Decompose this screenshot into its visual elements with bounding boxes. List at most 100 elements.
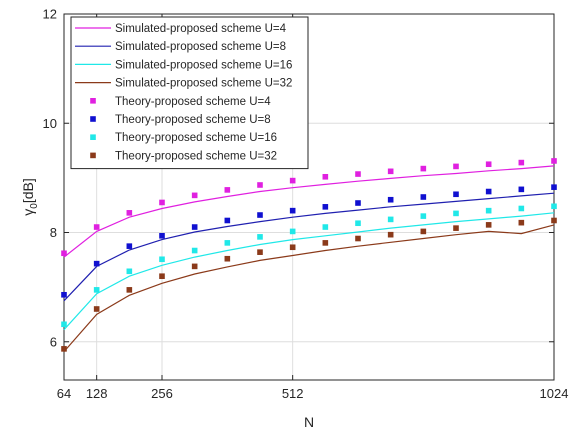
legend-entry-label: Theory-proposed scheme U=4 bbox=[115, 96, 271, 108]
series-point-6 bbox=[159, 256, 165, 263]
series-point-7 bbox=[61, 346, 67, 352]
y-axis-label: γ0[dB] bbox=[20, 178, 40, 215]
series-point-7 bbox=[355, 235, 361, 242]
series-point-6 bbox=[61, 321, 67, 328]
series-point-4 bbox=[355, 171, 361, 177]
series-point-4 bbox=[387, 168, 394, 175]
plot-area bbox=[63, 13, 555, 381]
series-point-4 bbox=[485, 161, 492, 168]
series-point-6 bbox=[224, 240, 231, 246]
series-point-7 bbox=[387, 231, 394, 238]
y-tick-label: 6 bbox=[50, 334, 57, 349]
legend-box bbox=[70, 16, 309, 170]
series-point-6 bbox=[257, 234, 263, 240]
x-tick-label: 256 bbox=[151, 386, 173, 401]
series-point-7 bbox=[93, 306, 100, 312]
series-line-1 bbox=[63, 192, 555, 302]
series-point-7 bbox=[257, 249, 263, 255]
series-point-5 bbox=[289, 207, 296, 214]
series-point-5 bbox=[61, 291, 67, 298]
series-point-7 bbox=[551, 217, 557, 224]
series-point-6 bbox=[485, 207, 492, 214]
series-point-4 bbox=[322, 173, 329, 180]
series-point-5 bbox=[126, 243, 133, 249]
series-point-6 bbox=[551, 203, 557, 210]
legend-entry-label: Simulated-proposed scheme U=4 bbox=[115, 23, 287, 35]
legend-entry-label: Theory-proposed scheme U=8 bbox=[115, 114, 271, 126]
legend-entry-label: Theory-proposed scheme U=32 bbox=[115, 150, 277, 162]
series-point-6 bbox=[126, 268, 133, 275]
legend: Simulated-proposed scheme U=4 Simulated-p… bbox=[70, 16, 309, 170]
series-point-7 bbox=[191, 263, 198, 270]
series-point-7 bbox=[126, 287, 133, 293]
series-point-5 bbox=[420, 194, 427, 200]
x-tick-label: 128 bbox=[86, 386, 108, 401]
series-point-5 bbox=[485, 188, 492, 195]
series-point-5 bbox=[387, 196, 394, 203]
series-point-7 bbox=[289, 244, 296, 251]
series-point-7 bbox=[322, 240, 329, 246]
y-axis-label-sub: 0 bbox=[29, 203, 40, 209]
legend-marker-swatch bbox=[90, 134, 96, 140]
x-axis-label: N bbox=[304, 414, 314, 430]
series-point-5 bbox=[453, 191, 459, 198]
series-point-7 bbox=[224, 255, 231, 262]
series-point-5 bbox=[322, 204, 329, 210]
series-point-4 bbox=[420, 165, 427, 172]
y-tick-label: 8 bbox=[50, 225, 57, 240]
x-tick-label: 64 bbox=[57, 386, 71, 401]
series-point-5 bbox=[257, 212, 263, 218]
legend-marker-swatch bbox=[90, 152, 96, 159]
series-point-7 bbox=[453, 225, 459, 231]
series-point-4 bbox=[159, 199, 165, 206]
series-point-7 bbox=[420, 228, 427, 235]
legend-entry-label: Theory-proposed scheme U=16 bbox=[115, 132, 277, 144]
y-tick-label: 10 bbox=[43, 116, 57, 131]
series-point-7 bbox=[159, 273, 165, 280]
series-point-6 bbox=[191, 247, 198, 254]
series-point-5 bbox=[518, 186, 525, 193]
series-point-4 bbox=[191, 192, 198, 199]
ticks: 64 128 256 512 1024 6 8 10 12 bbox=[43, 7, 569, 402]
series-point-6 bbox=[93, 287, 100, 293]
legend-entry-label: Simulated-proposed scheme U=16 bbox=[115, 59, 292, 71]
series-layer bbox=[61, 158, 557, 352]
series-point-4 bbox=[453, 163, 459, 170]
x-tick-label: 512 bbox=[282, 386, 304, 401]
series-line-3 bbox=[63, 224, 555, 352]
series-point-4 bbox=[126, 210, 133, 216]
legend-entry-label: Simulated-proposed scheme U=32 bbox=[115, 78, 292, 90]
series-point-4 bbox=[551, 158, 557, 164]
series-line-0 bbox=[63, 165, 555, 258]
legend-entry-label: Simulated-proposed scheme U=8 bbox=[115, 41, 286, 53]
series-point-6 bbox=[289, 228, 296, 235]
series-point-4 bbox=[289, 177, 296, 184]
series-point-5 bbox=[355, 200, 361, 206]
series-line-2 bbox=[63, 212, 555, 331]
series-point-4 bbox=[257, 182, 263, 188]
series-point-7 bbox=[485, 222, 492, 228]
y-axis-label-main: γ bbox=[20, 209, 36, 216]
series-point-6 bbox=[420, 213, 427, 219]
series-point-4 bbox=[224, 187, 231, 193]
legend-marker-swatch bbox=[90, 116, 96, 122]
legend-marker-swatch bbox=[90, 98, 96, 104]
y-axis-label-unit: [dB] bbox=[20, 178, 36, 203]
series-point-6 bbox=[518, 205, 525, 212]
y-tick-label: 12 bbox=[43, 7, 57, 22]
series-point-4 bbox=[518, 159, 525, 166]
x-tick-label: 1024 bbox=[540, 386, 569, 401]
series-point-5 bbox=[93, 260, 100, 267]
series-point-6 bbox=[322, 224, 329, 230]
series-point-6 bbox=[453, 210, 459, 217]
plot-frame bbox=[63, 13, 555, 381]
series-point-4 bbox=[61, 250, 67, 257]
series-point-7 bbox=[518, 219, 525, 226]
series-point-6 bbox=[387, 216, 394, 223]
series-point-6 bbox=[355, 220, 361, 227]
series-point-5 bbox=[551, 184, 557, 190]
series-point-5 bbox=[191, 224, 198, 230]
series-point-5 bbox=[224, 217, 231, 224]
series-point-5 bbox=[159, 232, 165, 239]
